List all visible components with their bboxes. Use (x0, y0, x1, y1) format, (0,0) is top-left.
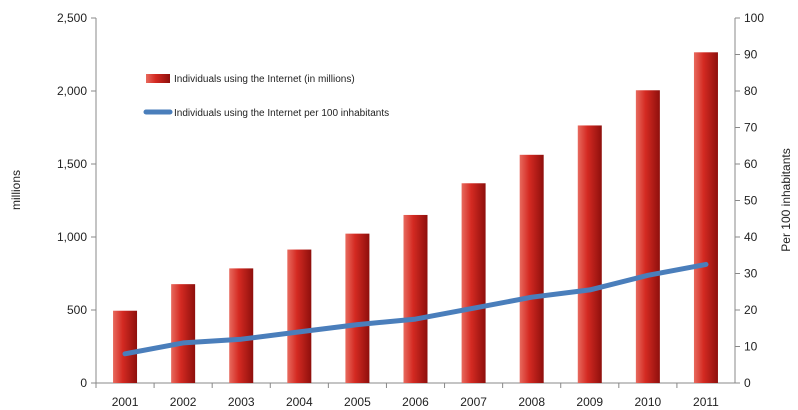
right-tick-label: 70 (744, 121, 758, 135)
x-tick-label: 2011 (693, 395, 719, 409)
left-tick-label: 500 (67, 303, 87, 317)
left-tick-label: 1,500 (57, 157, 87, 171)
x-axis-labels: 2001 2002 2003 2004 2005 2006 2007 2008 2009 2010… (95, 383, 719, 409)
x-tick-label: 2004 (286, 395, 313, 409)
left-tick-label: 0 (80, 376, 87, 390)
bar (519, 154, 544, 383)
x-tick-label: 2003 (228, 395, 255, 409)
right-tick-label: 100 (744, 11, 764, 25)
right-tick-label: 40 (744, 230, 758, 244)
bar (229, 268, 254, 383)
x-tick-label: 2009 (576, 395, 603, 409)
bar-series (113, 52, 718, 384)
right-tick-label: 80 (744, 84, 758, 98)
x-tick-label: 2001 (112, 395, 139, 409)
x-tick-label: 2010 (635, 395, 662, 409)
x-tick-label: 2008 (518, 395, 545, 409)
right-tick-label: 30 (744, 267, 758, 281)
bar (461, 183, 486, 383)
left-tick-label: 2,500 (57, 11, 87, 25)
x-tick-label: 2005 (344, 395, 371, 409)
y-axis-title: millions (9, 170, 23, 210)
left-tick-label: 2,000 (57, 84, 87, 98)
right-axis-ticks: 0 10 20 30 40 50 60 70 80 90 100 (735, 11, 764, 390)
bar (577, 125, 602, 384)
right-tick-label: 60 (744, 157, 758, 171)
right-tick-label: 20 (744, 303, 758, 317)
right-tick-label: 0 (744, 376, 751, 390)
left-tick-label: 1,000 (57, 230, 87, 244)
plot-area: 0 500 1,000 1,500 2,000 2,500 0 10 20 30 40 50 60 70… (57, 11, 764, 409)
legend-swatch-bar (146, 74, 170, 83)
right-tick-label: 90 (744, 48, 758, 62)
x-tick-label: 2007 (460, 395, 487, 409)
legend-label-line: Individuals using the Internet per 100 i… (174, 108, 389, 119)
y2-axis-title: Per 100 inhabitants (779, 148, 793, 251)
right-tick-label: 50 (744, 194, 758, 208)
bar (403, 214, 428, 383)
bar (171, 284, 196, 383)
legend-label-bar: Individuals using the Internet (in milli… (174, 74, 355, 85)
bar (287, 249, 312, 383)
right-tick-label: 10 (744, 340, 758, 354)
bar (635, 90, 660, 384)
bar (113, 310, 138, 383)
per-100-line (122, 261, 709, 357)
bar (693, 52, 718, 384)
x-tick-label: 2002 (170, 395, 197, 409)
legend: Individuals using the Internet (in milli… (143, 74, 389, 119)
x-tick-label: 2006 (402, 395, 429, 409)
left-axis-ticks: 0 500 1,000 1,500 2,000 2,500 (57, 11, 96, 390)
bar (345, 233, 370, 383)
